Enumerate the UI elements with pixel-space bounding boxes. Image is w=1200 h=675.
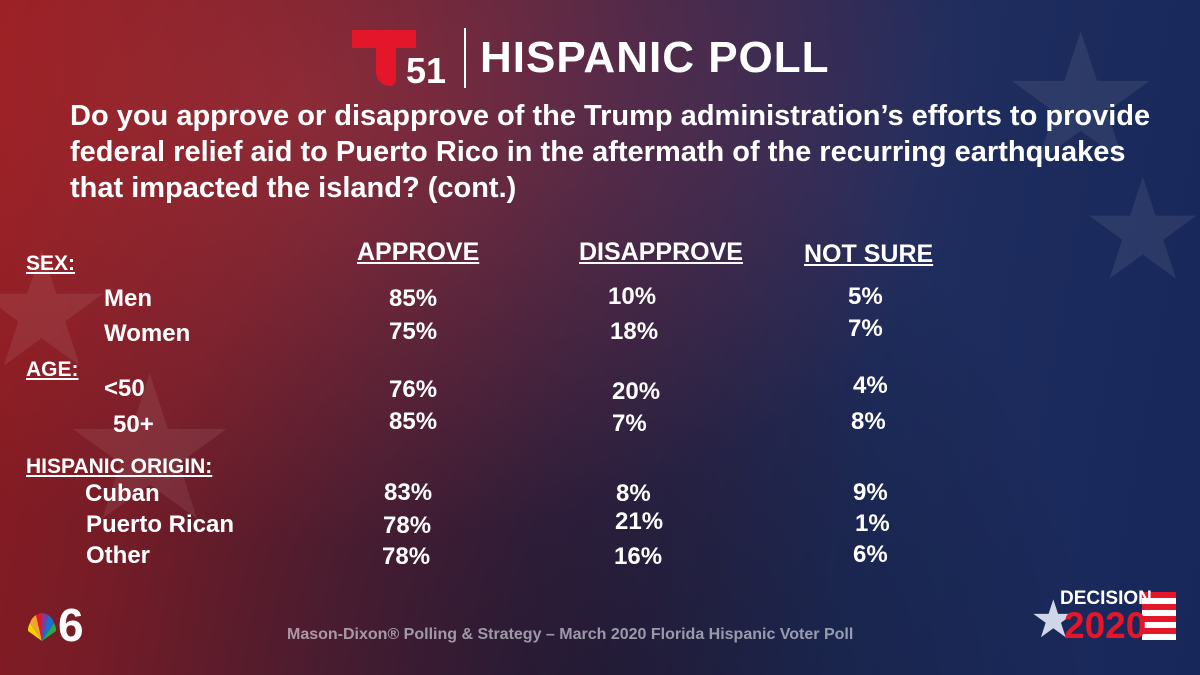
- decision-2020-badge: ★ DECISION 2020: [1030, 588, 1180, 648]
- nbc6-logo: 6: [24, 597, 94, 651]
- value-approve: 85%: [389, 408, 438, 435]
- page-title: HISPANIC POLL: [480, 33, 830, 82]
- value-disapprove: 16%: [614, 543, 663, 570]
- flag-stripes: [1142, 592, 1176, 640]
- star-icon: ★: [1030, 591, 1077, 649]
- column-header-not-sure: NOT SURE: [804, 240, 934, 268]
- value-disapprove: 18%: [610, 318, 659, 345]
- row-label: Cuban: [85, 480, 160, 507]
- row-label: <50: [104, 375, 145, 402]
- row-label: Puerto Rican: [86, 511, 235, 538]
- value-disapprove: 10%: [608, 283, 657, 310]
- value-approve: 85%: [389, 285, 438, 312]
- value-approve: 78%: [382, 543, 431, 570]
- poll-question: Do you approve or disapprove of the Trum…: [70, 100, 1151, 204]
- value-disapprove: 20%: [612, 378, 661, 405]
- background-star-icon: ★: [1000, 0, 1162, 200]
- value-approve: 76%: [389, 376, 438, 403]
- column-header-approve: APPROVE: [357, 238, 480, 266]
- svg-text:6: 6: [58, 599, 84, 645]
- row-label: 50+: [113, 411, 154, 438]
- column-header-disapprove: DISAPPROVE: [579, 238, 743, 266]
- header-divider: [464, 28, 466, 88]
- value-not-sure: 7%: [848, 315, 883, 342]
- value-not-sure: 4%: [853, 372, 888, 399]
- section-label-origin: HISPANIC ORIGIN:: [26, 455, 213, 478]
- value-disapprove: 7%: [612, 410, 647, 437]
- telemundo-logo: 51: [350, 26, 450, 91]
- value-not-sure: 8%: [851, 408, 886, 435]
- value-disapprove: 8%: [616, 480, 651, 507]
- header: 51 HISPANIC POLL: [350, 24, 830, 92]
- background-star-icon: ★: [0, 220, 114, 399]
- background-star-icon: ★: [60, 338, 240, 561]
- value-not-sure: 9%: [853, 479, 888, 506]
- row-label: Women: [104, 320, 191, 347]
- value-not-sure: 1%: [855, 510, 890, 537]
- badge-line1: DECISION: [1060, 588, 1152, 609]
- value-approve: 83%: [384, 479, 433, 506]
- section-label-sex: SEX:: [26, 252, 76, 275]
- value-approve: 78%: [383, 512, 432, 539]
- value-not-sure: 5%: [848, 283, 883, 310]
- value-approve: 75%: [389, 318, 438, 345]
- row-label: Men: [104, 285, 152, 312]
- row-label: Other: [86, 542, 151, 569]
- background-star-icon: ★: [1080, 151, 1200, 308]
- section-label-age: AGE:: [26, 358, 79, 381]
- value-not-sure: 6%: [853, 541, 888, 568]
- logo-number: 51: [406, 50, 447, 91]
- badge-line2: 2020: [1064, 605, 1147, 646]
- value-disapprove: 21%: [615, 508, 664, 535]
- source-footer: Mason-Dixon® Polling & Strategy – March …: [287, 626, 854, 643]
